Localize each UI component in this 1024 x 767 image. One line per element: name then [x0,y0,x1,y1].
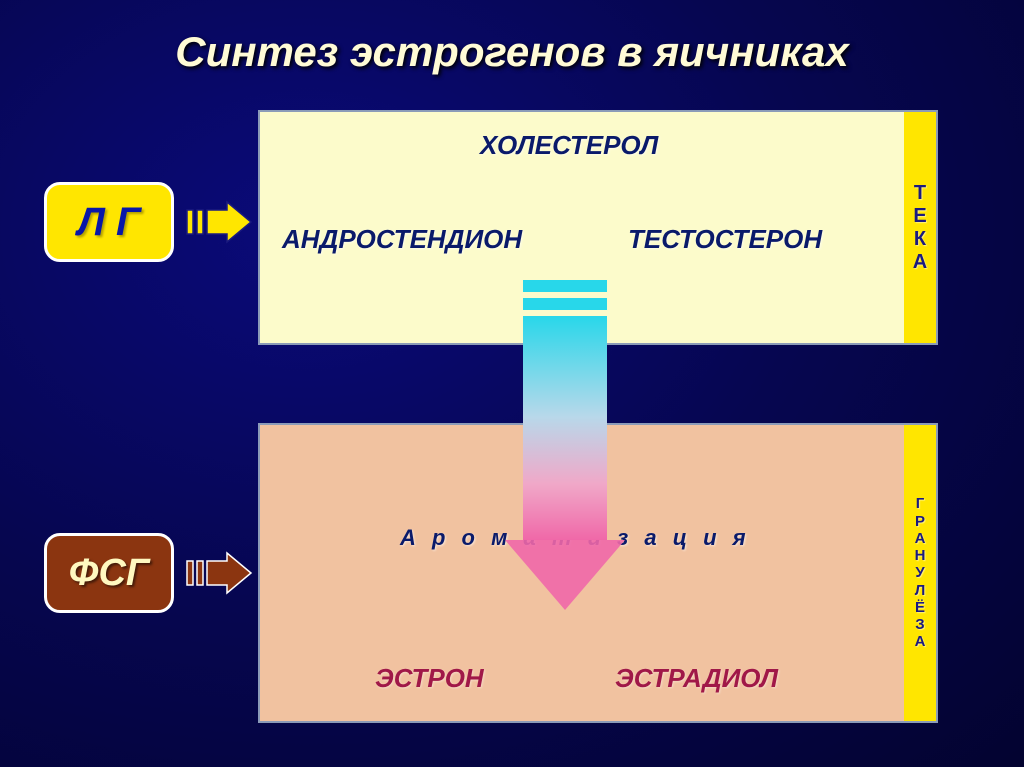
estradiol-label: ЭСТРАДИОЛ [615,663,778,694]
fsg-box: ФСГ [44,533,174,613]
lg-arrow-icon [185,200,253,244]
lg-box: Л Г [44,182,174,262]
theca-strip: ТЕКА [904,112,936,343]
estrone-label: ЭСТРОН [375,663,484,694]
cholesterol-label: ХОЛЕСТЕРОЛ [480,130,658,161]
androstenedione-label: АНДРОСТЕНДИОН [282,224,522,255]
testosterone-label: ТЕСТОСТЕРОН [628,224,822,255]
page-title: Синтез эстрогенов в яичниках [0,28,1024,76]
fsg-arrow-icon [185,551,253,595]
granulosa-strip: ГРАНУЛЁЗА [904,425,936,721]
pathway-arrow-icon [505,280,625,630]
